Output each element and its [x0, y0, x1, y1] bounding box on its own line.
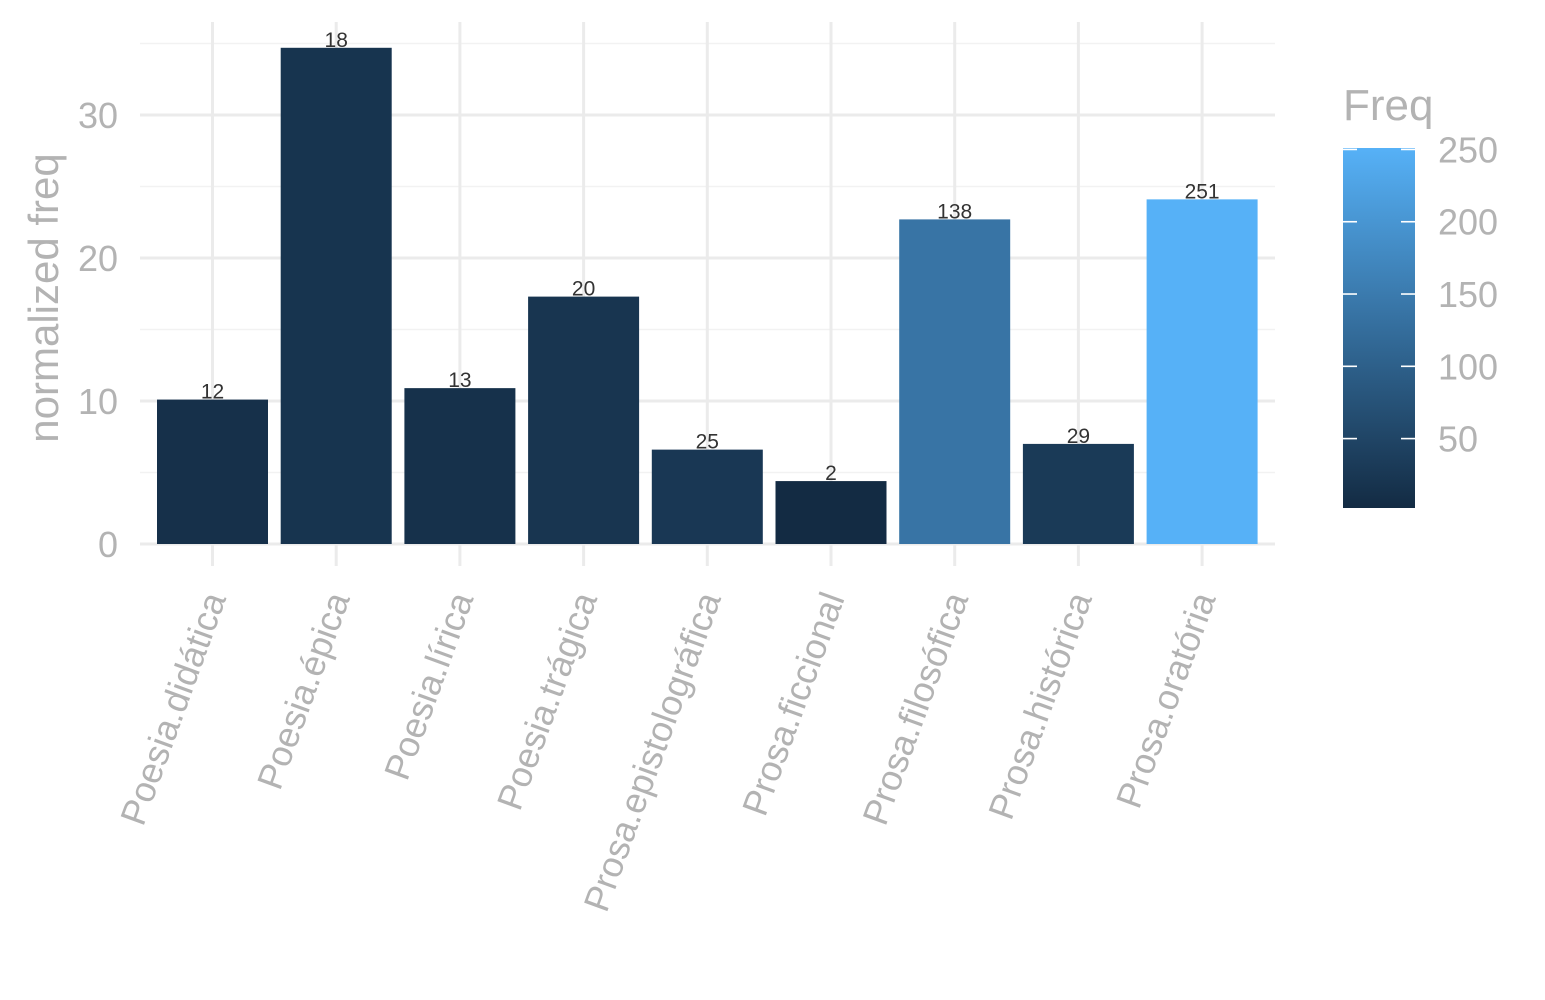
y-tick-label: 20: [78, 238, 118, 279]
x-tick-label: Prosa.histórica: [980, 586, 1100, 825]
x-tick-label: Prosa.epistolográfica: [575, 586, 729, 917]
bar: [1022, 443, 1134, 544]
data-label: 29: [1067, 425, 1090, 448]
y-tick-label: 0: [98, 524, 118, 565]
bar: [775, 481, 887, 544]
bar: [404, 388, 516, 544]
bar: [280, 47, 392, 544]
legend-ticks: 50 100 150 200 250: [1343, 129, 1498, 460]
x-tick-label: Prosa.filosófica: [854, 586, 976, 830]
x-tick-label: Prosa.ficcional: [734, 587, 853, 821]
data-label: 13: [448, 369, 471, 392]
y-axis: 0 10 20 30: [78, 95, 118, 565]
data-label: 12: [201, 381, 224, 404]
bar: [157, 399, 268, 544]
x-tick-label: Poesia.trágica: [489, 586, 606, 815]
x-axis: Poesia.didática Poesia.épica Poesia.lírica…: [112, 586, 1224, 917]
bar: [899, 219, 1011, 544]
legend-title: Freq: [1343, 81, 1433, 130]
legend-tick-label: 200: [1438, 202, 1498, 243]
y-axis-title: normalized freq: [20, 153, 67, 442]
x-tick-label: Poesia.lírica: [376, 586, 482, 785]
data-label: 20: [572, 278, 595, 301]
data-label: 18: [325, 29, 348, 52]
data-label: 251: [1185, 180, 1220, 203]
legend-colorbar: [1343, 148, 1415, 508]
legend-tick-label: 50: [1438, 419, 1478, 460]
bar: [1146, 199, 1258, 544]
data-label: 138: [937, 200, 972, 223]
x-tick-label: Poesia.épica: [249, 586, 358, 795]
legend: Freq 50 100 150 200 250: [1343, 81, 1498, 508]
legend-tick-label: 250: [1438, 129, 1498, 170]
x-tick-label: Poesia.didática: [112, 586, 234, 830]
x-tick-label: Prosa.oratória: [1108, 586, 1224, 813]
data-label: 2: [825, 462, 837, 485]
data-labels: 12 18 13 20 25 2 138 29 251: [201, 29, 1220, 485]
y-tick-label: 10: [78, 381, 118, 422]
bar: [651, 449, 763, 544]
bar: [528, 296, 640, 544]
bars: [157, 47, 1258, 544]
legend-tick-label: 150: [1438, 274, 1498, 315]
legend-tick-label: 100: [1438, 346, 1498, 387]
data-label: 25: [696, 431, 719, 454]
y-tick-label: 30: [78, 95, 118, 136]
